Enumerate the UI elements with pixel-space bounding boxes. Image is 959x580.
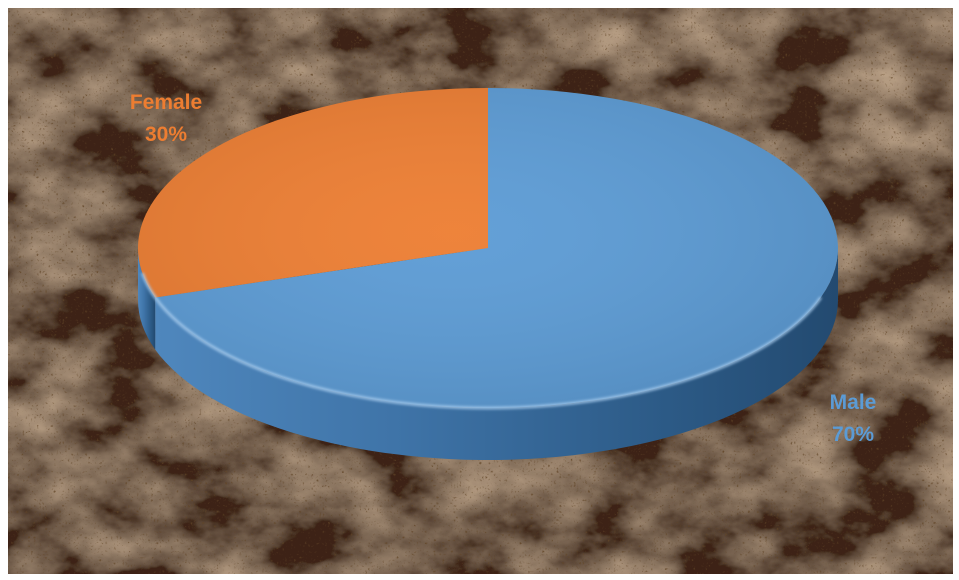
pie-chart: Female 30% Male 70% xyxy=(8,8,953,574)
pie-side-male xyxy=(155,248,838,460)
label-male-name: Male xyxy=(830,391,877,414)
label-male-percent: 70% xyxy=(832,423,874,446)
label-female-percent: 30% xyxy=(145,123,187,146)
chart-area: Female 30% Male 70% xyxy=(8,8,953,574)
label-female-name: Female xyxy=(130,91,202,114)
pie-rim-highlight xyxy=(140,272,823,410)
pie-top-shading xyxy=(138,88,838,408)
